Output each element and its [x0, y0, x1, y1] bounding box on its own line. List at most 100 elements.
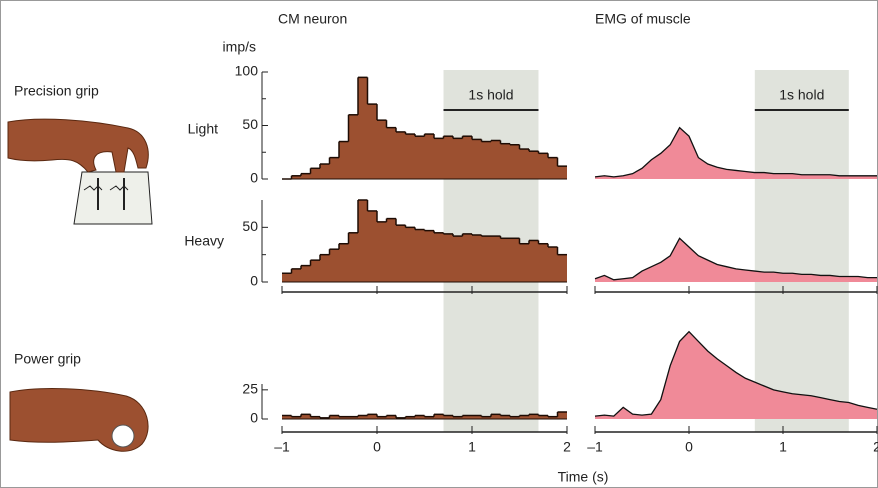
bar — [548, 416, 558, 419]
bar — [329, 415, 339, 419]
bar — [510, 238, 520, 282]
bar — [415, 136, 425, 179]
bar — [481, 141, 491, 179]
bar — [557, 166, 567, 179]
bar — [358, 77, 368, 179]
bar — [510, 416, 520, 419]
bar — [519, 243, 529, 282]
bar — [386, 218, 396, 282]
bar — [396, 131, 406, 179]
y-tick-label: 0 — [250, 273, 258, 289]
shading-layer — [443, 70, 849, 432]
bar — [320, 254, 330, 282]
x-tick-label: 1 — [779, 439, 787, 455]
bar — [491, 140, 501, 179]
bar — [291, 268, 301, 282]
bar — [453, 236, 463, 282]
x-axis-label: Time (s) — [558, 469, 609, 485]
bar — [339, 141, 349, 179]
annotation: 1s hold — [779, 87, 824, 103]
bar — [443, 233, 453, 282]
precision-grip-drawing — [7, 118, 153, 225]
bar — [453, 416, 463, 419]
bar — [348, 416, 358, 419]
bar — [339, 243, 349, 282]
bar — [500, 143, 510, 179]
bar — [301, 173, 311, 179]
bar — [415, 415, 425, 419]
bar — [529, 414, 539, 419]
y-tick-label: 50 — [242, 218, 258, 234]
bar — [491, 236, 501, 282]
bar — [462, 415, 472, 419]
plot-layer: 1s hold 0 50 100 0 50 0 25 –1 0 1 2 1s hold –1 0 1 2 — [235, 63, 878, 455]
bar — [405, 134, 415, 179]
bar — [291, 175, 301, 179]
bar — [329, 249, 339, 282]
bar — [481, 416, 491, 419]
bar — [405, 416, 415, 419]
bar — [443, 415, 453, 419]
bar — [538, 243, 548, 282]
bar — [301, 414, 311, 419]
bar — [282, 415, 292, 419]
bar — [538, 153, 548, 179]
area — [595, 238, 877, 282]
bar — [453, 138, 463, 179]
bar — [415, 229, 425, 282]
hold-shading — [754, 70, 849, 432]
bar — [386, 415, 396, 419]
bar — [548, 157, 558, 179]
bar — [472, 234, 482, 282]
annotation: 1s hold — [468, 87, 513, 103]
bar — [386, 127, 396, 179]
x-tick-label: 0 — [373, 439, 381, 455]
line — [594, 237, 877, 281]
row-title: Power grip — [14, 351, 81, 367]
y-tick-label: 0 — [250, 410, 258, 426]
bar — [424, 230, 434, 282]
bar — [358, 200, 368, 282]
bar — [329, 157, 339, 179]
bar — [548, 247, 558, 282]
y-tick-label: 25 — [242, 381, 258, 397]
bar — [310, 260, 320, 282]
bar — [348, 232, 358, 282]
bar — [424, 134, 434, 179]
column-title: EMG of muscle — [595, 11, 691, 27]
y-axis-label: imp/s — [223, 39, 256, 55]
bar — [529, 240, 539, 282]
bar — [320, 164, 330, 179]
bar — [396, 225, 406, 282]
bar — [310, 416, 320, 419]
x-tick-label: –1 — [274, 439, 290, 455]
y-tick-label: 50 — [242, 116, 258, 132]
bar — [538, 415, 548, 419]
bar — [377, 120, 387, 179]
bar — [405, 227, 415, 282]
bar — [434, 414, 444, 419]
bar — [500, 238, 510, 282]
bar — [462, 233, 472, 282]
bar — [377, 221, 387, 282]
bar — [472, 139, 482, 179]
bar — [481, 236, 491, 282]
bar — [367, 414, 377, 419]
bar — [500, 415, 510, 419]
x-tick-label: –1 — [587, 439, 603, 455]
column-title: CM neuron — [278, 11, 347, 27]
bar — [529, 151, 539, 179]
bar — [491, 414, 501, 419]
bar — [434, 138, 444, 179]
line — [594, 330, 878, 417]
y-tick-label: 100 — [235, 63, 259, 79]
area — [595, 331, 877, 419]
bar — [557, 254, 567, 282]
bar — [519, 415, 529, 419]
bar — [424, 416, 434, 419]
x-tick-label: 0 — [685, 439, 693, 455]
bar — [310, 168, 320, 179]
y-tick-label: 0 — [250, 170, 258, 186]
row-title: Precision grip — [14, 83, 99, 99]
condition-label: Light — [188, 121, 218, 137]
